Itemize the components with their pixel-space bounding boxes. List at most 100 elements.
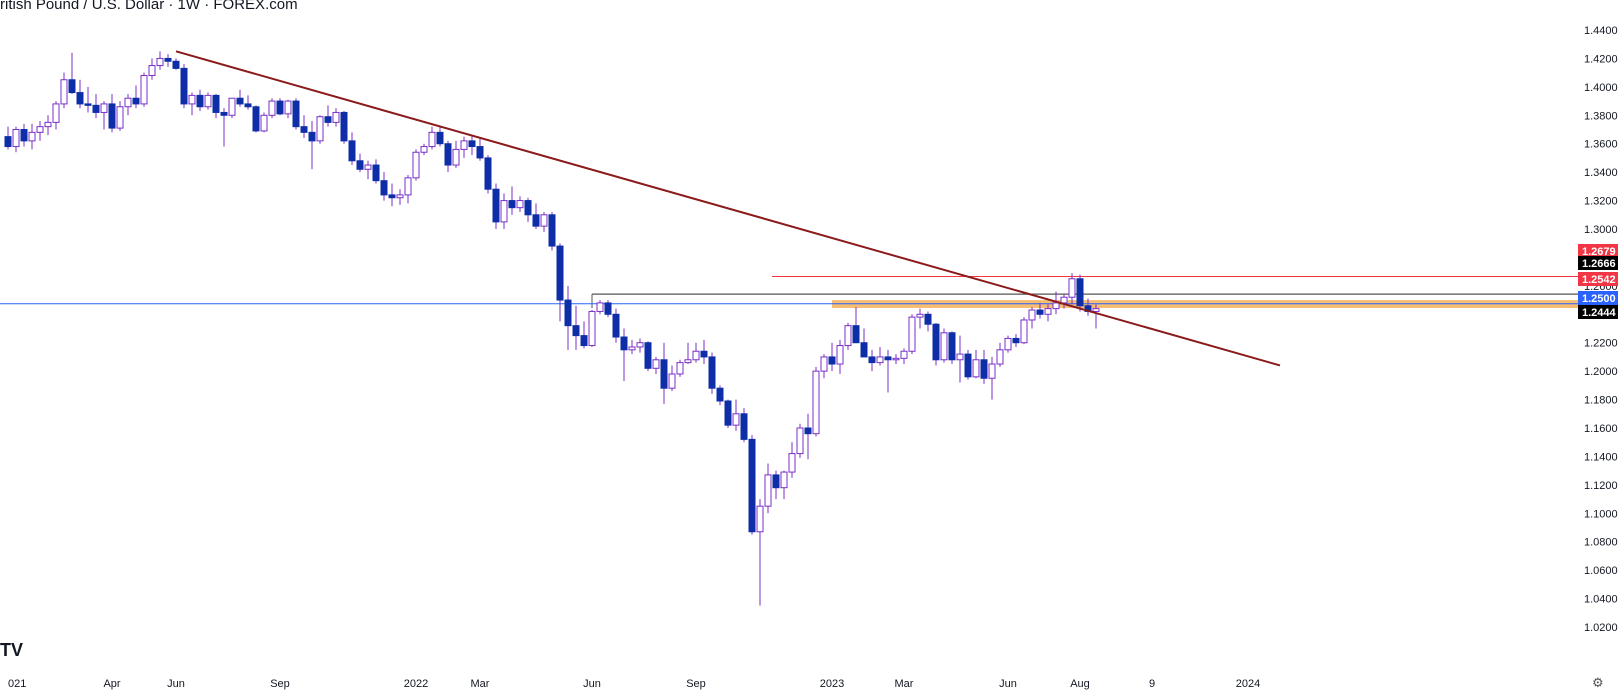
candle[interactable]	[340, 111, 348, 144]
candle[interactable]	[236, 89, 244, 107]
candle[interactable]	[564, 285, 572, 350]
candle[interactable]	[60, 72, 68, 109]
candle[interactable]	[284, 99, 292, 119]
candle[interactable]	[516, 196, 524, 212]
candle[interactable]	[572, 305, 580, 350]
candle[interactable]	[108, 93, 116, 133]
candle[interactable]	[172, 58, 180, 70]
candle[interactable]	[588, 310, 596, 347]
candle[interactable]	[364, 160, 372, 180]
candle[interactable]	[868, 349, 876, 372]
candle[interactable]	[1076, 274, 1084, 312]
candle[interactable]	[36, 120, 44, 141]
candle[interactable]	[684, 342, 692, 365]
candle[interactable]	[836, 339, 844, 374]
candle[interactable]	[820, 354, 828, 379]
candle[interactable]	[1028, 307, 1036, 329]
candle[interactable]	[1092, 304, 1100, 329]
candle[interactable]	[428, 126, 436, 150]
candle[interactable]	[44, 115, 52, 136]
candle[interactable]	[12, 126, 20, 153]
settings-icon[interactable]: ⚙	[1592, 675, 1604, 690]
candle[interactable]	[228, 97, 236, 119]
candle[interactable]	[508, 186, 516, 215]
candle[interactable]	[276, 98, 284, 116]
candle[interactable]	[412, 149, 420, 181]
candle[interactable]	[332, 108, 340, 127]
candle[interactable]	[828, 342, 836, 372]
candle[interactable]	[980, 349, 988, 384]
candle[interactable]	[956, 335, 964, 383]
candle[interactable]	[780, 470, 788, 500]
candle[interactable]	[180, 64, 188, 109]
candle[interactable]	[244, 95, 252, 110]
price-axis[interactable]: 1.4400 1.4200 1.4000 1.3800 1.3600 1.3400 1.32…	[1578, 0, 1618, 691]
candle[interactable]	[388, 183, 396, 207]
candle[interactable]	[676, 359, 684, 377]
candle[interactable]	[460, 136, 468, 158]
candle[interactable]	[132, 85, 140, 109]
candle[interactable]	[532, 203, 540, 229]
candle[interactable]	[484, 155, 492, 194]
candle[interactable]	[220, 108, 228, 147]
candle[interactable]	[892, 354, 900, 365]
candle[interactable]	[1060, 294, 1068, 309]
candle[interactable]	[420, 143, 428, 156]
candle[interactable]	[380, 172, 388, 201]
candle[interactable]	[948, 331, 956, 365]
candle[interactable]	[628, 339, 636, 355]
candle[interactable]	[1012, 334, 1020, 347]
candle[interactable]	[196, 89, 204, 112]
candle[interactable]	[612, 308, 620, 343]
candle[interactable]	[52, 101, 60, 130]
candle[interactable]	[540, 211, 548, 232]
candle[interactable]	[1004, 335, 1012, 353]
candle[interactable]	[252, 105, 260, 133]
candle[interactable]	[1052, 291, 1060, 315]
candle[interactable]	[4, 126, 12, 150]
candle[interactable]	[740, 408, 748, 443]
candle[interactable]	[324, 105, 332, 127]
candle[interactable]	[620, 328, 628, 382]
candle[interactable]	[524, 197, 532, 222]
candle[interactable]	[692, 342, 700, 363]
descending-trendline[interactable]	[175, 50, 1281, 367]
candle[interactable]	[884, 349, 892, 393]
candle[interactable]	[988, 356, 996, 400]
candle[interactable]	[292, 98, 300, 130]
candle[interactable]	[68, 52, 76, 94]
candle[interactable]	[260, 112, 268, 133]
candle[interactable]	[916, 308, 924, 329]
candle[interactable]	[668, 365, 676, 392]
candle[interactable]	[84, 86, 92, 113]
candle[interactable]	[876, 346, 884, 366]
candle[interactable]	[788, 442, 796, 478]
candle[interactable]	[932, 322, 940, 366]
candle[interactable]	[900, 348, 908, 365]
candle[interactable]	[124, 93, 132, 116]
candle[interactable]	[492, 183, 500, 229]
candle[interactable]	[76, 79, 84, 109]
candle[interactable]	[860, 328, 868, 358]
candle[interactable]	[396, 189, 404, 205]
candle[interactable]	[756, 499, 764, 606]
candle[interactable]	[212, 93, 220, 119]
candle[interactable]	[148, 58, 156, 80]
candle[interactable]	[732, 399, 740, 431]
candle[interactable]	[940, 328, 948, 363]
candle[interactable]	[500, 193, 508, 229]
candle[interactable]	[468, 135, 476, 156]
candle[interactable]	[188, 92, 196, 116]
trendline-layer[interactable]	[175, 50, 1281, 367]
candle[interactable]	[20, 123, 28, 147]
candle[interactable]	[580, 321, 588, 349]
candle[interactable]	[436, 126, 444, 147]
candle[interactable]	[1036, 302, 1044, 319]
candle[interactable]	[268, 98, 276, 119]
candle[interactable]	[596, 300, 604, 315]
candle[interactable]	[700, 339, 708, 365]
candle[interactable]	[204, 92, 212, 110]
candle[interactable]	[636, 338, 644, 353]
candle[interactable]	[844, 322, 852, 350]
